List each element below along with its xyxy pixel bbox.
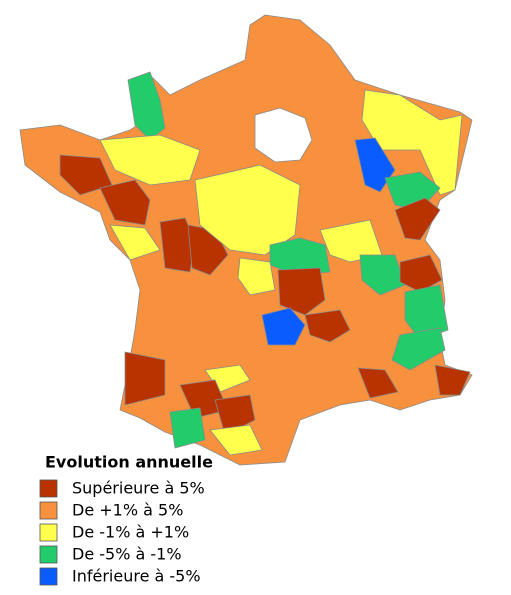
region	[169, 407, 206, 449]
region	[277, 267, 326, 316]
legend-swatch	[39, 567, 58, 586]
legend-label: Inférieure à -5%	[72, 567, 201, 586]
region	[127, 71, 166, 141]
region	[99, 134, 201, 186]
legend-label: De -5% à -1%	[72, 545, 182, 564]
legend: Supérieure à 5% De +1% à 5% De -1% à +1% De…	[39, 479, 205, 586]
legend-swatch	[39, 523, 58, 542]
region	[434, 364, 471, 396]
region	[359, 254, 406, 296]
region	[261, 307, 306, 346]
region	[361, 89, 463, 196]
region	[124, 351, 166, 406]
region	[99, 179, 151, 226]
legend-label: Supérieure à 5%	[72, 479, 205, 498]
region	[109, 224, 161, 261]
france-map	[19, 14, 473, 466]
legend-label: De -1% à +1%	[72, 523, 189, 542]
legend-swatch	[39, 479, 58, 498]
legend-label: De +1% à 5%	[72, 501, 183, 520]
region	[214, 394, 256, 436]
region	[357, 367, 399, 399]
legend-swatch	[39, 545, 58, 564]
region	[59, 154, 113, 196]
region	[391, 327, 446, 371]
region	[304, 309, 351, 343]
region	[399, 254, 443, 293]
region	[394, 197, 441, 241]
region	[209, 424, 263, 456]
paris	[254, 107, 313, 163]
legend-title: Evolution annuelle	[45, 453, 213, 472]
legend-swatch	[39, 501, 58, 520]
region	[237, 257, 276, 296]
